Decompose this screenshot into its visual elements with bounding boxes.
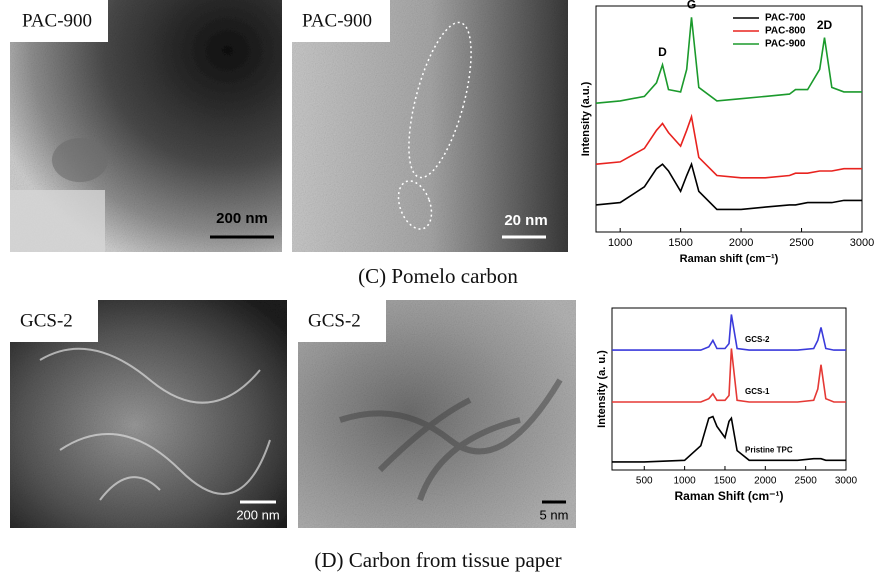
x-tick-label: 2500 [795,476,818,487]
series-label: GCS-2 [745,335,770,344]
x-tick-label: 2000 [729,237,753,249]
series-line [612,314,846,351]
x-tick-label: 3000 [850,237,874,249]
plot-frame [595,5,863,233]
plot-frame [611,307,847,471]
y-axis-label: Intensity (a. u.) [596,350,608,428]
peak-annotation: G [687,0,696,11]
series-line [595,161,862,211]
x-tick-label: 2000 [754,476,777,487]
scale-bar-label: 5 nm [540,507,569,522]
micrograph: GCS-2 200 nm [10,300,287,528]
x-tick-label: 3000 [835,476,858,487]
micrograph: PAC-900 20 nm [292,0,568,252]
panel-label: PAC-900 [22,10,92,31]
scale-bar-label: 200 nm [236,507,279,522]
x-tick-label: 1500 [714,476,737,487]
peak-annotation: 2D [817,18,833,32]
series-line [612,415,846,463]
micrograph: GCS-2 5 nm [298,300,576,528]
series-label: GCS-1 [745,387,770,396]
panel-label: GCS-2 [308,310,361,331]
series-line [612,348,846,403]
x-tick-label: 1500 [668,237,692,249]
x-tick-label: 500 [636,476,653,487]
panel-label: GCS-2 [20,310,73,331]
series-line [595,113,862,179]
legend-label: PAC-800 [765,26,806,37]
y-axis-label: Intensity (a.u.) [580,81,592,156]
chart-panel [594,300,860,528]
caption: (C) Pomelo carbon [358,264,518,288]
x-tick-label: 2500 [789,237,813,249]
peak-annotation: D [658,45,667,59]
x-axis-label: Raman Shift (cm⁻¹) [674,489,783,503]
series-line [595,17,862,104]
legend-label: PAC-900 [765,39,806,50]
scale-bar-label: 200 nm [216,210,268,227]
panel-label: PAC-900 [302,10,372,31]
micrograph: PAC-900 200 nm [10,0,282,252]
x-tick-label: 1000 [673,476,696,487]
x-tick-label: 1000 [608,237,632,249]
legend-label: PAC-700 [765,13,806,24]
caption: (D) Carbon from tissue paper [314,548,561,572]
x-axis-label: Raman shift (cm⁻¹) [680,253,779,265]
scale-bar-label: 20 nm [504,212,547,229]
series-label: Pristine TPC [745,445,793,454]
